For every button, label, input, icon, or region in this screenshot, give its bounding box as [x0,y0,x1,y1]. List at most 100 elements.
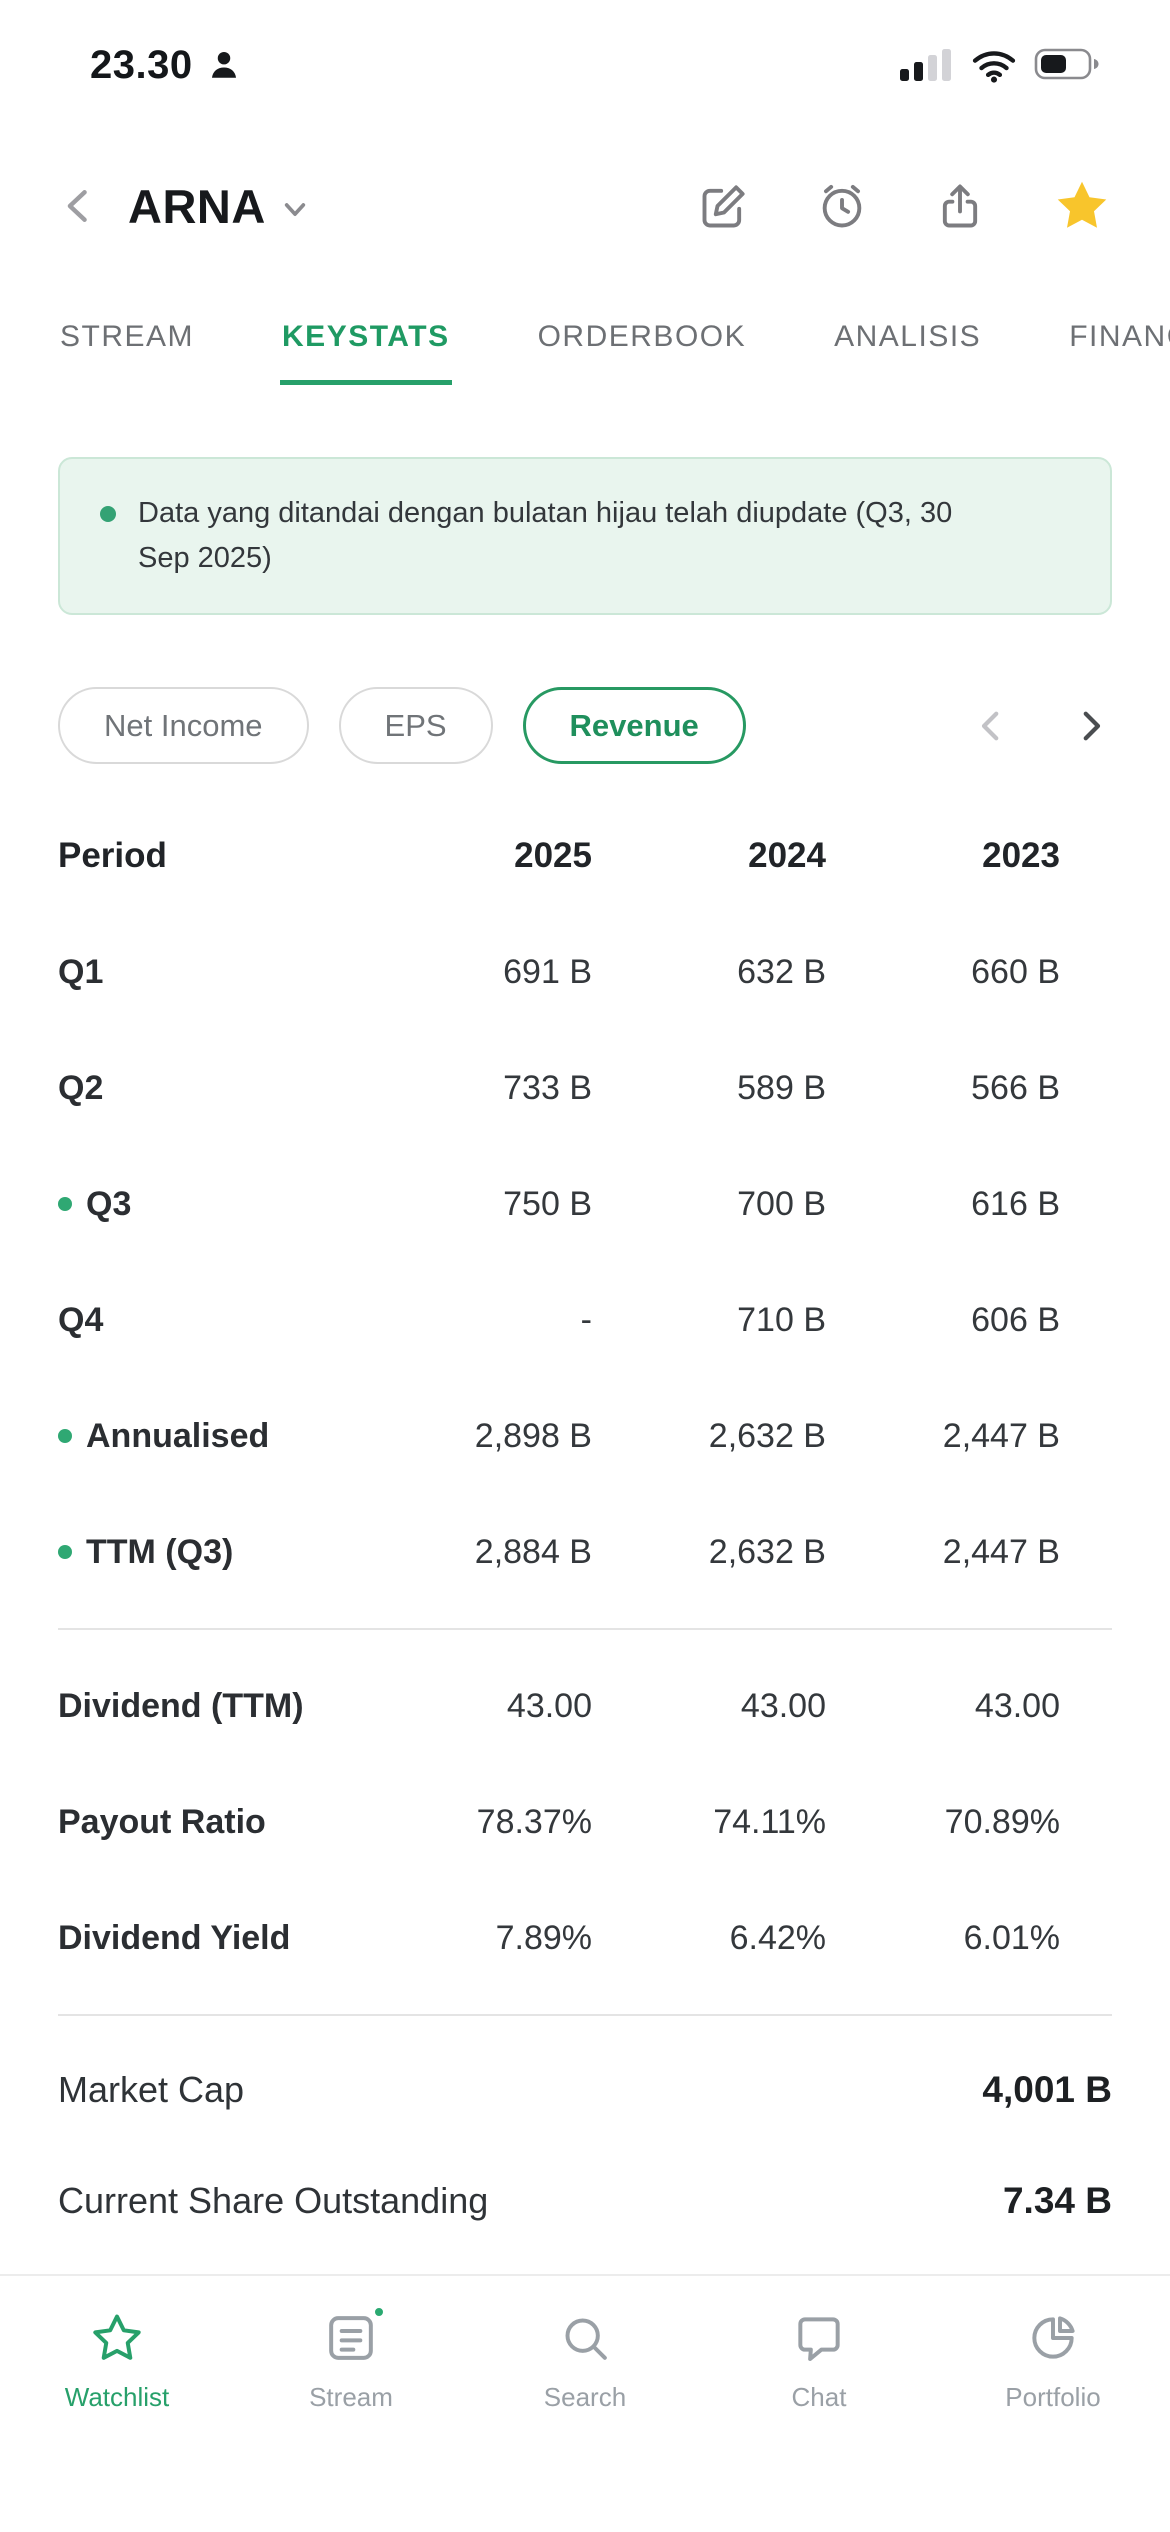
row-value: 74.11% [713,1802,826,1841]
row-value: 2,884 B [474,1532,592,1571]
row-label: Dividend (TTM) [58,1686,304,1725]
row-value: 660 B [971,952,1060,991]
chevron-right-icon [1083,711,1101,740]
row-value: 6.42% [729,1918,826,1957]
back-button[interactable] [58,184,102,228]
row-label: Payout Ratio [58,1802,266,1841]
green-dot-icon [100,506,116,522]
updated-dot [58,1545,72,1559]
portfolio-pie-icon [1025,2310,1081,2366]
chat-bubble-icon [791,2310,847,2366]
tab-financial[interactable]: FINANCIAL [1069,320,1170,353]
cellular-signal-icon [900,49,951,81]
header-actions [698,176,1112,236]
nav-watchlist[interactable]: Watchlist [0,2310,234,2532]
row-value: 2,632 B [708,1532,826,1571]
row-value: 750 B [503,1184,592,1223]
dividend-body: Dividend (TTM) 43.00 43.00 43.00 Payout … [58,1648,1112,1996]
row-value: - [580,1300,592,1339]
row-value: 43.00 [506,1686,592,1725]
row-value: 78.37% [476,1802,592,1841]
favorite-button[interactable] [1052,176,1112,236]
nav-chat-label: Chat [791,2382,847,2412]
table-row: Dividend Yield 7.89% 6.42% 6.01% [58,1880,1112,1996]
nav-stream[interactable]: Stream [234,2304,468,2532]
table-row: Q2 733 B 589 B 566 B [58,1030,1112,1146]
row-value: 2,447 B [942,1416,1060,1455]
market-cap-row: Market Cap 4,001 B [58,2034,1112,2145]
row-value: 2,632 B [708,1416,826,1455]
table-row: Payout Ratio 78.37% 74.11% 70.89% [58,1764,1112,1880]
person-focus-icon [211,51,236,78]
share-button[interactable] [934,180,986,232]
battery-icon [1034,48,1099,80]
table-row: TTM (Q3) 2,884 B 2,632 B 2,447 B [58,1494,1112,1610]
row-value: 606 B [971,1300,1060,1339]
metric-pills: Net Income EPS Revenue [58,687,1112,764]
star-filled-icon [1057,181,1107,228]
row-value: 616 B [971,1184,1060,1223]
column-period: Period [58,836,167,875]
update-notice: Data yang ditandai dengan bulatan hijau … [58,457,1112,615]
row-value: 733 B [503,1068,592,1107]
next-metric-button[interactable] [1070,705,1112,747]
row-value: 6.01% [963,1918,1060,1957]
row-label: Q3 [86,1184,132,1223]
row-value: 2,898 B [474,1416,592,1455]
alert-button[interactable] [816,180,868,232]
tab-keystats[interactable]: KEYSTATS [280,306,452,385]
updated-dot [58,1197,72,1211]
row-value: 710 B [737,1300,826,1339]
pill-eps[interactable]: EPS [338,687,493,764]
chevron-down-icon [284,203,305,216]
row-label: Dividend Yield [58,1918,291,1957]
tab-analisis[interactable]: ANALISIS [834,320,982,353]
row-value: 566 B [971,1068,1060,1107]
status-left: 23.30 [90,43,241,88]
row-label: Q1 [58,952,104,991]
table-row: Q4 - 710 B 606 B [58,1262,1112,1378]
nav-portfolio[interactable]: Portfolio [936,2310,1170,2532]
prev-metric-button[interactable] [970,705,1012,747]
nav-search[interactable]: Search [468,2310,702,2532]
updated-dot [58,1429,72,1443]
compose-icon [702,185,745,228]
tab-stream[interactable]: STREAM [60,320,195,353]
row-value: 700 B [737,1184,826,1223]
pill-revenue[interactable]: Revenue [522,687,746,764]
column-2024: 2024 [748,836,826,875]
row-label: Annualised [86,1416,270,1455]
section-divider [58,2014,1112,2016]
page-title: ARNA [128,179,266,233]
pill-net-income[interactable]: Net Income [58,687,309,764]
nav-watchlist-label: Watchlist [64,2382,170,2412]
compose-button[interactable] [698,180,750,232]
stream-feed-icon [323,2304,387,2366]
shares-outstanding-label: Current Share Outstanding [58,2179,489,2221]
page-header: ARNA [0,136,1170,276]
nav-stream-label: Stream [309,2382,393,2412]
nav-portfolio-label: Portfolio [1005,2382,1101,2412]
tab-orderbook[interactable]: ORDERBOOK [537,320,747,353]
shares-outstanding-value: 7.34 B [1002,2179,1112,2221]
section-divider [58,1628,1112,1630]
shares-outstanding-row: Current Share Outstanding 7.34 B [58,2145,1112,2256]
table-header-row: Period 2025 2024 2023 [58,798,1112,914]
row-value: 691 B [503,952,592,991]
status-bar: 23.30 [0,0,1170,120]
search-icon [557,2310,613,2366]
alarm-clock-icon [822,184,862,228]
table-row: Annualised 2,898 B 2,632 B 2,447 B [58,1378,1112,1494]
row-value: 70.89% [944,1802,1060,1841]
market-cap-value: 4,001 B [982,2068,1112,2110]
notice-text: Data yang ditandai dengan bulatan hijau … [138,497,953,574]
symbol-selector[interactable]: ARNA [128,179,310,234]
share-icon [942,184,978,228]
back-chevron-icon [67,190,87,222]
nav-chat[interactable]: Chat [702,2310,936,2532]
column-2025: 2025 [514,836,592,875]
status-right [898,47,1100,83]
row-value: 43.00 [740,1686,826,1725]
table-row: Q1 691 B 632 B 660 B [58,914,1112,1030]
